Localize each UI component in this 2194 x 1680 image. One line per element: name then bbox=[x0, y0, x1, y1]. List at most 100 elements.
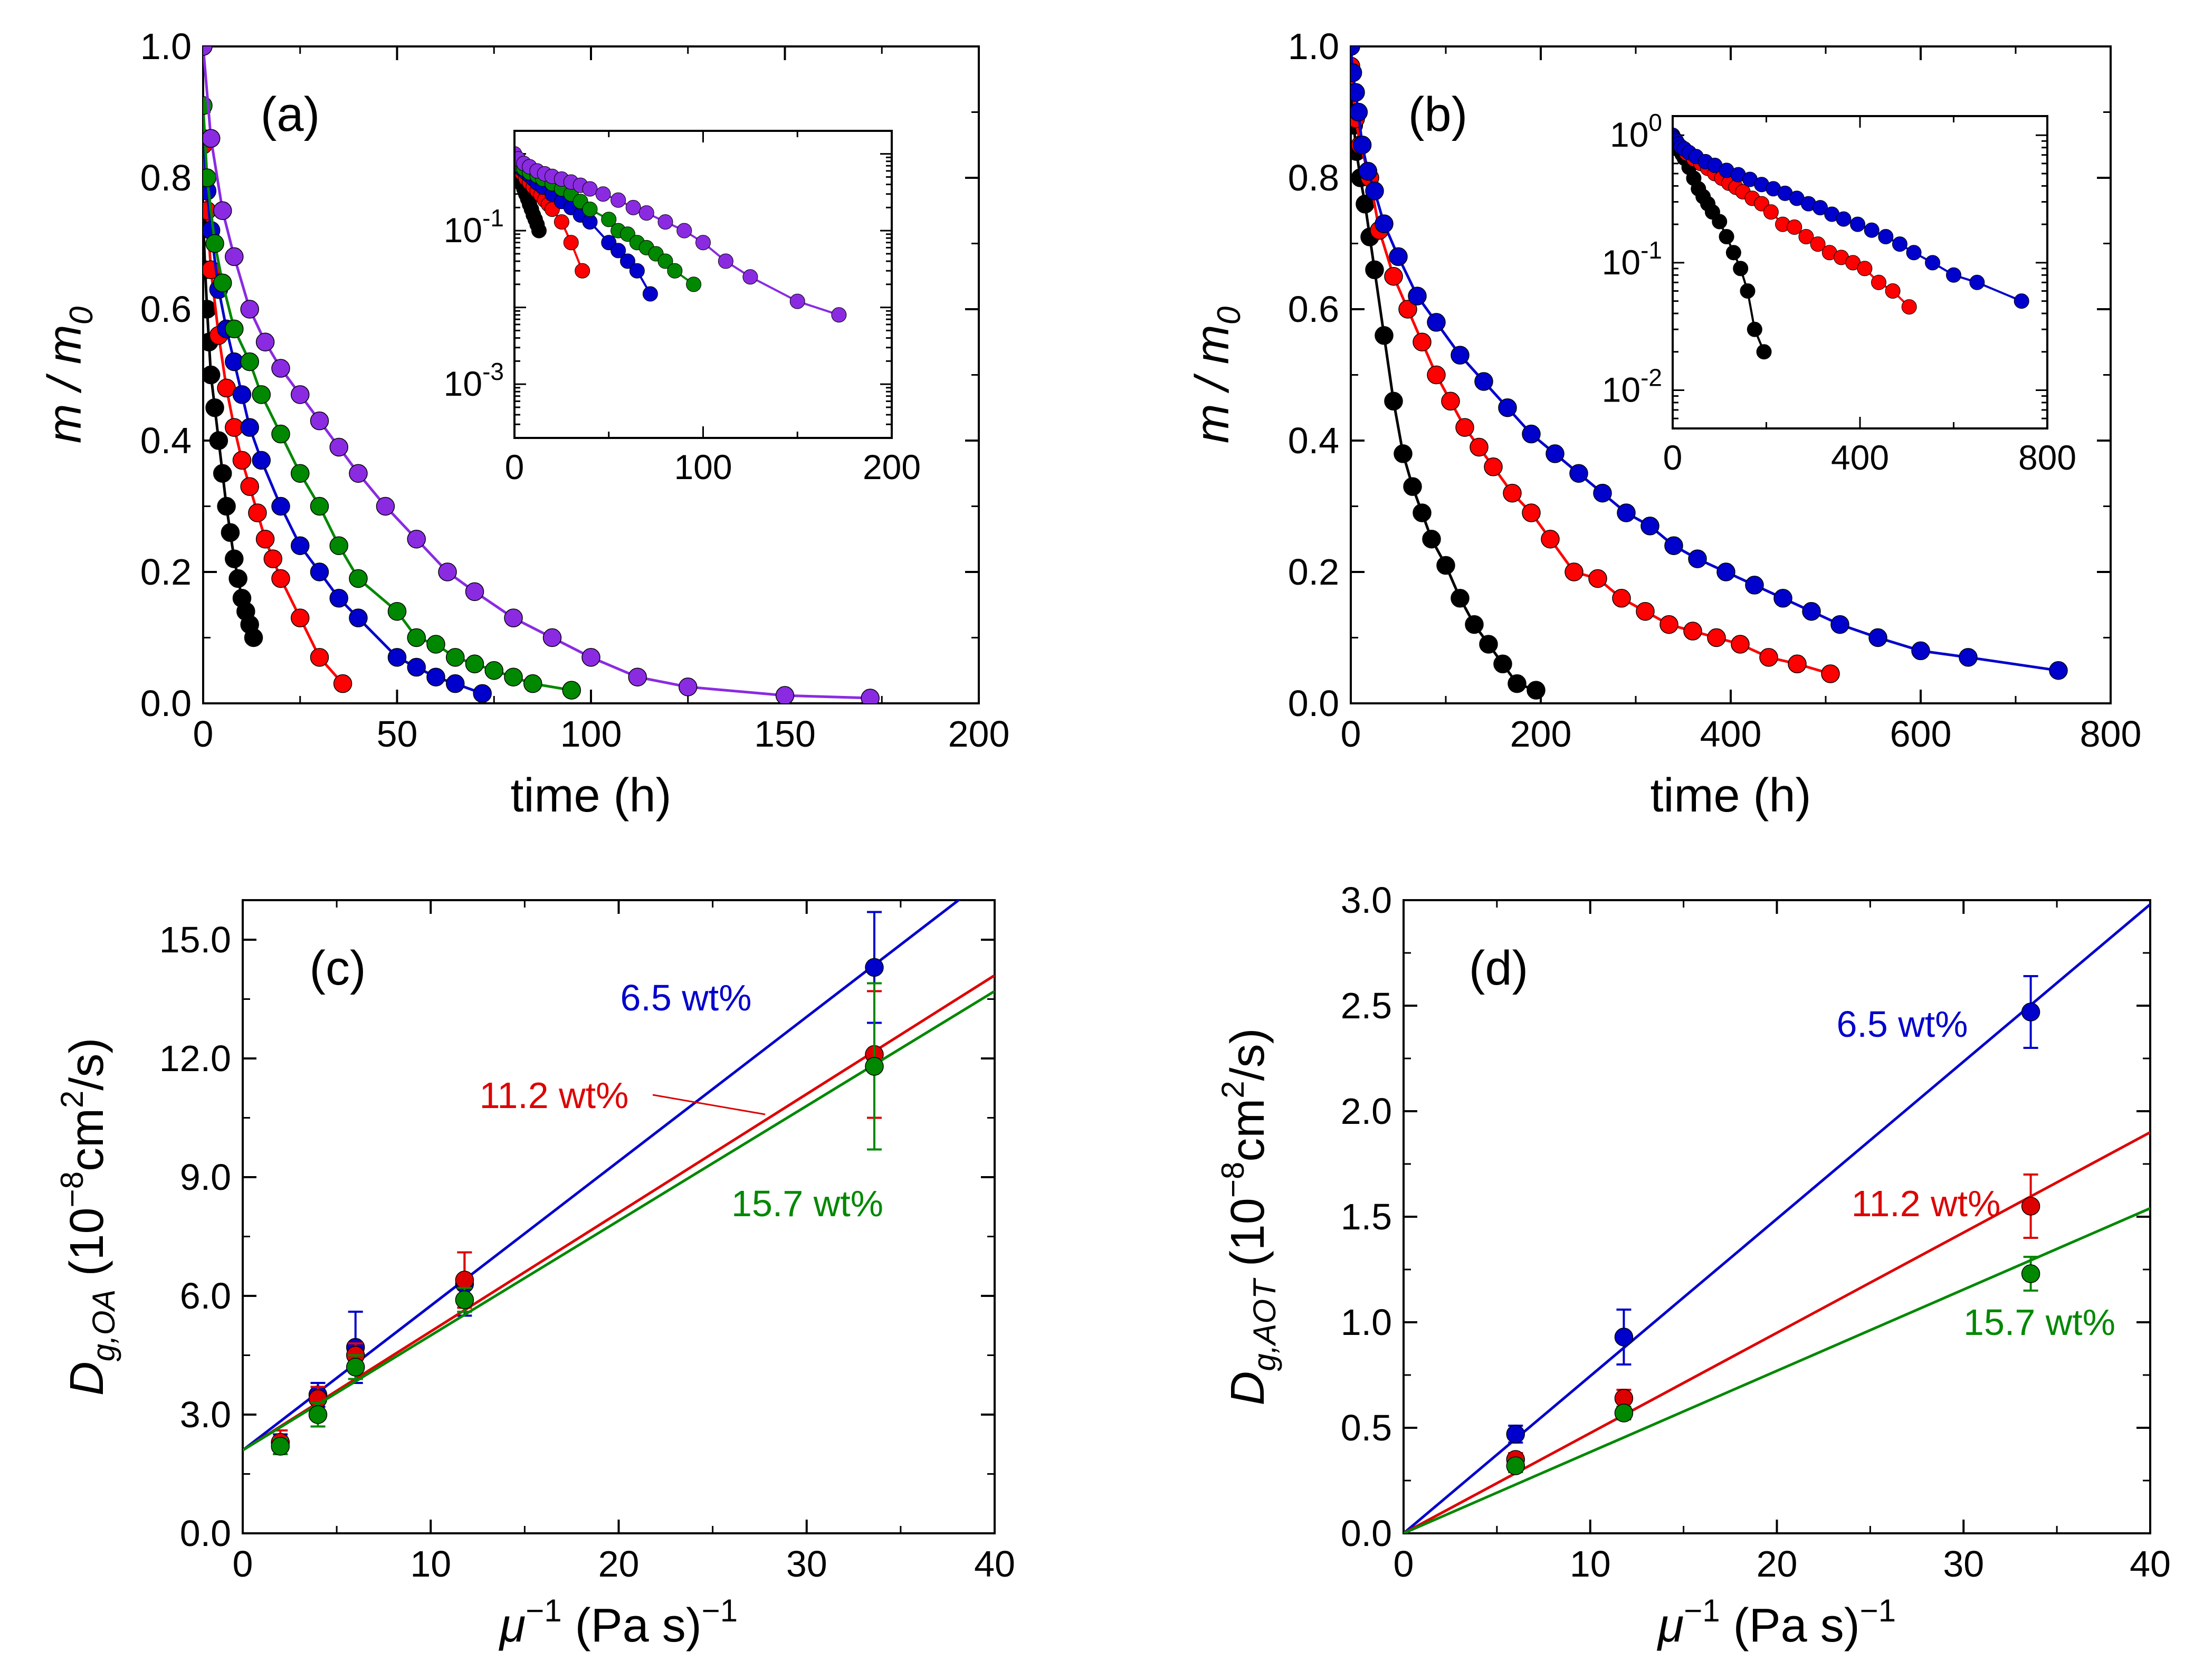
data-point-blue bbox=[2049, 661, 2068, 680]
data-point-red bbox=[1636, 602, 1655, 621]
inset-point-black bbox=[1747, 321, 1762, 337]
data-point bbox=[346, 1358, 365, 1377]
data-point-purple bbox=[329, 437, 348, 457]
data-point-red bbox=[271, 569, 290, 588]
y-tick-label: 15.0 bbox=[159, 919, 231, 960]
data-point-black bbox=[1451, 589, 1470, 608]
data-point-purple bbox=[255, 332, 275, 351]
data-point-red bbox=[1384, 267, 1403, 286]
data-point-black bbox=[205, 398, 224, 417]
data-point-black bbox=[1422, 530, 1441, 549]
inset-frame bbox=[1672, 115, 2048, 429]
y-tick-label: 0.0 bbox=[140, 683, 192, 724]
inset-point-black bbox=[1719, 229, 1734, 245]
data-point-black bbox=[228, 569, 247, 588]
data-point-black bbox=[1508, 674, 1527, 693]
x-tick-label: 20 bbox=[598, 1543, 640, 1584]
inset-point-purple bbox=[676, 223, 692, 238]
x-tick-label: 0 bbox=[1394, 1543, 1414, 1584]
series-15.7 wt% bbox=[243, 982, 995, 1456]
inset-point-red bbox=[554, 214, 569, 230]
inset-point-black bbox=[1756, 344, 1772, 360]
data-point-blue bbox=[1830, 615, 1849, 634]
data-point-blue bbox=[1351, 63, 1362, 82]
y-tick-label: 0.2 bbox=[140, 551, 192, 593]
y-tick-label: 0.6 bbox=[140, 289, 192, 330]
data-point-black bbox=[203, 300, 217, 319]
data-point-blue bbox=[1474, 372, 1493, 391]
inset-point-green bbox=[686, 276, 702, 292]
x-tick-label: 50 bbox=[377, 713, 418, 755]
y-tick-label: 0.0 bbox=[1288, 683, 1339, 724]
y-tick-label: 1.0 bbox=[1341, 1302, 1392, 1343]
data-point-green bbox=[205, 234, 224, 253]
data-point-green bbox=[562, 681, 581, 700]
inset-frame bbox=[513, 130, 893, 439]
series-annotation: 15.7 wt% bbox=[731, 1183, 883, 1224]
data-point-black bbox=[213, 464, 232, 483]
panel-label: (c) bbox=[309, 941, 366, 995]
x-axis-label: μ−1 (Pa s)−1 bbox=[1657, 1593, 1896, 1652]
inset-point-red bbox=[1798, 229, 1814, 245]
y-axis-label: Dg,OA (10−8cm2/s) bbox=[54, 1038, 121, 1396]
data-point-blue bbox=[1451, 346, 1470, 365]
data-point-blue bbox=[1911, 641, 1930, 661]
inset-point-black bbox=[1725, 245, 1741, 261]
data-point-black bbox=[1384, 392, 1403, 411]
inset-point-green bbox=[582, 202, 598, 217]
inset-point-blue bbox=[629, 263, 645, 279]
series-annotation: 11.2 wt% bbox=[480, 1075, 629, 1116]
data-point-purple bbox=[679, 677, 698, 696]
inset-point-blue bbox=[1969, 274, 1985, 290]
data-point-purple bbox=[349, 464, 368, 483]
series-annotation: 6.5 wt% bbox=[1837, 1004, 1968, 1045]
data-point-green bbox=[465, 654, 484, 674]
data-point-green bbox=[271, 424, 290, 444]
data-point-red bbox=[1398, 300, 1417, 319]
y-tick-label: 1.0 bbox=[140, 26, 192, 67]
data-point-red bbox=[1788, 654, 1807, 674]
x-tick-label: 400 bbox=[1700, 713, 1762, 755]
panel-d: 0 10 20 30 40 0.0 0.5 1.0 1.5 2.0 2.5 3.0 (d) μ−1 (Pa… bbox=[1215, 880, 2171, 1652]
inset-x-tick-label: 400 bbox=[1831, 438, 1889, 477]
y-tick-label: 0.8 bbox=[1288, 157, 1339, 198]
y-tick-label: 0.5 bbox=[1341, 1407, 1392, 1448]
inset-x-tick-label: 0 bbox=[1663, 438, 1683, 477]
data-point-black bbox=[1413, 503, 1432, 522]
data-point-black bbox=[1465, 615, 1484, 634]
data-point-black bbox=[1375, 326, 1394, 345]
data-point bbox=[1614, 1328, 1634, 1347]
annotation-leader bbox=[652, 1094, 766, 1115]
inset-b: 0 400 800 100 10-1 10-2 bbox=[1602, 109, 2076, 477]
inset-point-red bbox=[1901, 299, 1917, 315]
data-point-black bbox=[244, 628, 263, 647]
data-point-black bbox=[1527, 681, 1546, 700]
y-tick-label: 0.0 bbox=[180, 1513, 231, 1554]
series-annotation: 11.2 wt% bbox=[1852, 1183, 2001, 1224]
inset-point-purple bbox=[695, 235, 711, 251]
data-point-purple bbox=[465, 582, 484, 602]
series-15.7 wt% bbox=[1404, 1207, 2150, 1533]
data-point-black bbox=[1493, 654, 1512, 674]
y-tick-label: 3.0 bbox=[180, 1394, 231, 1435]
series-blue bbox=[1351, 46, 2068, 680]
data-point-blue bbox=[349, 608, 368, 627]
data-point-blue bbox=[1802, 602, 1821, 621]
x-tick-label: 40 bbox=[2130, 1543, 2171, 1584]
x-axis-label: time (h) bbox=[510, 769, 671, 822]
inset-point-purple bbox=[638, 205, 654, 221]
data-point-blue bbox=[1959, 648, 1978, 667]
data-point-green bbox=[203, 168, 217, 187]
inset-point-purple bbox=[718, 253, 733, 269]
x-tick-label: 30 bbox=[786, 1543, 827, 1584]
data-point-blue bbox=[1664, 536, 1683, 555]
y-tick-label: 6.0 bbox=[180, 1275, 231, 1316]
data-point-blue bbox=[1688, 549, 1707, 568]
fit-line-purple bbox=[203, 46, 871, 700]
inset-point-blue bbox=[610, 243, 626, 259]
panel-a: 0 50 100 150 200 0.0 0.2 0.4 0.6 0.8 1.0 (a) time (h… bbox=[39, 26, 1009, 822]
data-point bbox=[865, 1057, 884, 1076]
data-point-red bbox=[1659, 615, 1678, 634]
inset-point-purple bbox=[742, 269, 758, 285]
